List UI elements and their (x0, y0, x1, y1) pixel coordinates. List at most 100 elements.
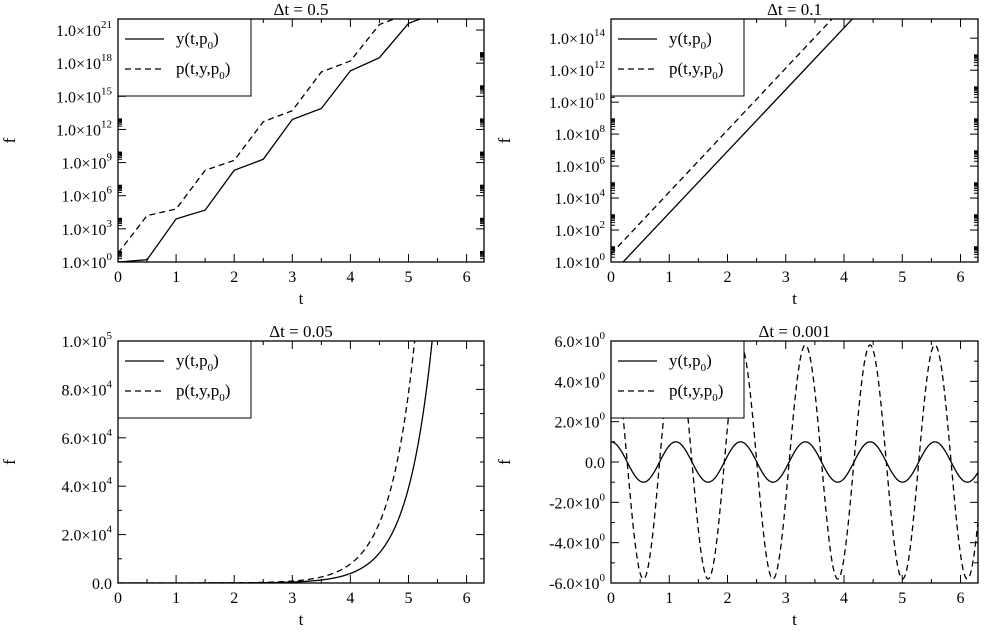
x-tick-label: 5 (404, 590, 412, 607)
x-tick-label: 1 (172, 590, 180, 607)
y-tick-label: 1.0×1021 (56, 19, 112, 40)
y-tick-label: 1.0×104 (554, 187, 605, 208)
x-tick-label: 3 (782, 269, 790, 286)
legend-box (117, 340, 252, 419)
x-tick-label: 5 (404, 269, 412, 286)
x-tick-label: 4 (840, 590, 848, 607)
y-tick-label: -6.0×100 (549, 572, 605, 593)
legend-label-p: p(t,y,p0) (669, 381, 723, 404)
series-line-p (118, 19, 396, 254)
x-tick-label: 4 (346, 590, 354, 607)
legend-label-y: y(t,p0) (669, 29, 712, 52)
y-tick-label: 1.0×1012 (549, 59, 605, 80)
legend-label-p: p(t,y,p0) (176, 381, 230, 404)
series-group (611, 19, 854, 262)
y-tick-label: 2.0×100 (554, 411, 605, 432)
x-tick-label: 5 (898, 590, 906, 607)
x-tick-label: 0 (607, 269, 615, 286)
x-tick-label: 1 (172, 269, 180, 286)
y-tick-label: 0.0 (585, 455, 605, 472)
chart-title: Δt = 0.1 (767, 0, 822, 19)
x-tick-label: 0 (114, 590, 122, 607)
y-tick-label: 1.0×106 (61, 185, 112, 206)
series-line-y (118, 19, 422, 262)
y-tick-label: 1.0×1012 (56, 118, 112, 139)
x-tick-label: 6 (957, 590, 965, 607)
series-line-y (611, 441, 978, 483)
series-group (611, 344, 978, 580)
y-tick-label: 1.0×100 (61, 251, 112, 272)
x-tick-label: 6 (957, 269, 965, 286)
plot-frame (610, 340, 979, 584)
legend-label-y: y(t,p0) (176, 351, 219, 374)
chart-panel-3: Δt = 0.05 0 1 2 3 4 5 6 0.0 2.0×104 4.0×104 6.0×104… (0, 322, 485, 629)
series-line-y (622, 19, 854, 262)
x-axis-label: t (792, 289, 797, 308)
y-tick-label: 1.0×1018 (56, 52, 113, 73)
x-axis-label: t (792, 610, 797, 629)
chart-title: Δt = 0.5 (274, 0, 329, 19)
chart-title: Δt = 0.001 (759, 322, 831, 341)
y-tick-label: 1.0×1010 (549, 91, 606, 112)
chart-title: Δt = 0.05 (269, 322, 333, 341)
legend-label-y: y(t,p0) (669, 351, 712, 374)
x-tick-label: 1 (665, 590, 673, 607)
y-tick-label: 1.0×103 (61, 218, 112, 239)
y-tick-label: 1.0×1015 (56, 85, 113, 106)
x-tick-label: 4 (840, 269, 848, 286)
y-tick-label: 6.0×100 (554, 330, 605, 351)
x-axis-label: t (299, 289, 304, 308)
legend: y(t,p0) p(t,y,p0) (117, 18, 252, 97)
chart-panel-4: Δt = 0.001 0 1 2 3 4 5 6 -6.0×100 -4.0×100 -2.0×10… (495, 322, 979, 629)
y-tick-label: 0.0 (92, 576, 112, 593)
plot-frame (117, 340, 485, 584)
y-tick-label: 8.0×104 (61, 378, 112, 399)
x-axis-label: t (299, 610, 304, 629)
y-tick-label: 1.0×109 (61, 152, 112, 173)
series-line-p (611, 19, 833, 255)
y-tick-label: -2.0×100 (549, 491, 605, 512)
x-tick-label: 4 (346, 269, 354, 286)
y-tick-label: 1.0×106 (554, 155, 605, 176)
legend-label-p: p(t,y,p0) (669, 59, 723, 82)
series-group (118, 19, 422, 262)
y-tick-label: 2.0×104 (61, 524, 112, 545)
y-axis-label: f (0, 137, 19, 143)
y-axis-label: f (495, 137, 514, 143)
legend-box (610, 18, 745, 97)
y-axis-label: f (495, 459, 514, 465)
x-tick-label: 3 (782, 590, 790, 607)
plot-frame (117, 18, 485, 263)
y-tick-label: 6.0×104 (61, 427, 112, 448)
x-tick-label: 5 (898, 269, 906, 286)
plot-frame (610, 18, 979, 263)
y-tick-label: 1.0×102 (554, 219, 605, 240)
x-tick-label: 6 (463, 269, 471, 286)
legend: y(t,p0) p(t,y,p0) (610, 340, 745, 419)
x-tick-label: 0 (607, 590, 615, 607)
legend-label-p: p(t,y,p0) (176, 59, 230, 82)
x-tick-label: 2 (230, 269, 238, 286)
legend-box (117, 18, 252, 97)
x-tick-label: 2 (724, 590, 732, 607)
y-tick-label: 1.0×100 (554, 251, 605, 272)
legend: y(t,p0) p(t,y,p0) (610, 18, 745, 97)
chart-panel-2: Δt = 0.1 0 1 2 3 4 5 6 1.0×100 1.0×102 1.0×104 1.0×… (495, 0, 979, 308)
x-tick-label: 6 (463, 590, 471, 607)
x-tick-label: 2 (724, 269, 732, 286)
x-tick-label: 1 (665, 269, 673, 286)
x-tick-label: 3 (288, 590, 296, 607)
x-tick-label: 2 (230, 590, 238, 607)
y-tick-label: 4.0×100 (554, 370, 605, 391)
y-tick-label: 1.0×108 (554, 123, 605, 144)
legend-label-y: y(t,p0) (176, 29, 219, 52)
y-tick-label: -4.0×100 (549, 532, 605, 553)
y-tick-label: 1.0×1014 (549, 27, 606, 48)
y-tick-label: 4.0×104 (61, 475, 112, 496)
chart-panel-1: Δt = 0.5 0 1 2 3 4 5 6 1.0×100 1.0×103 1.0×106 1.0×… (0, 0, 485, 308)
x-tick-label: 3 (288, 269, 296, 286)
x-tick-label: 0 (114, 269, 122, 286)
y-axis-label: f (0, 459, 19, 465)
legend: y(t,p0) p(t,y,p0) (117, 340, 252, 419)
